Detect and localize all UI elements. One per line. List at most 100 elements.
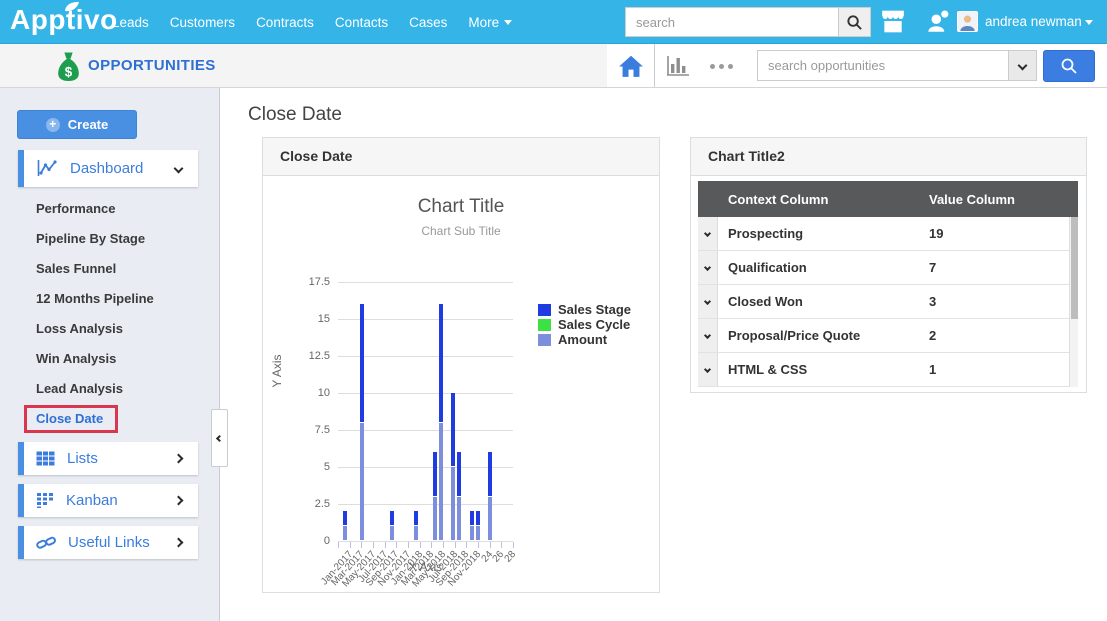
bar-amount-segment[interactable] — [439, 423, 443, 540]
table-icon — [36, 451, 55, 466]
sidebar-item-label: Close Date — [24, 405, 118, 433]
bar-amount-segment[interactable] — [476, 526, 480, 540]
sidebar-item-performance[interactable]: Performance — [0, 194, 220, 224]
scrollbar-thumb[interactable] — [1071, 217, 1078, 319]
x-tick — [385, 542, 386, 548]
link-icon — [36, 535, 56, 551]
nav-item-customers[interactable]: Customers — [170, 15, 235, 30]
row-expander[interactable] — [698, 319, 718, 352]
bar-amount-segment[interactable] — [488, 497, 492, 540]
bar-amount-segment[interactable] — [451, 467, 455, 540]
store-button[interactable] — [880, 9, 906, 39]
bar-sales-stage-segment[interactable] — [414, 511, 418, 525]
nav-item-cases[interactable]: Cases — [409, 15, 447, 30]
y-tick-label: 7.5 — [290, 424, 330, 436]
sidebar-collapse-handle[interactable] — [211, 409, 228, 467]
dashboard-icon — [36, 159, 58, 178]
bar-sales-stage-segment[interactable] — [390, 511, 394, 525]
global-search-input[interactable] — [625, 7, 838, 37]
bar-sales-stage-segment[interactable] — [439, 304, 443, 421]
chevron-down-icon — [1018, 61, 1028, 71]
x-tick — [431, 542, 432, 548]
more-options-button[interactable] — [710, 64, 733, 69]
x-tick — [490, 542, 491, 548]
user-menu-caret-icon[interactable] — [1085, 20, 1093, 25]
gridline — [338, 504, 513, 505]
sidebar-item-dashboard[interactable]: Dashboard — [18, 150, 198, 187]
legend-item: Sales Cycle — [538, 317, 631, 332]
bar-sales-stage-segment[interactable] — [360, 304, 364, 421]
row-expander[interactable] — [698, 353, 718, 386]
bar-sales-stage-segment[interactable] — [433, 452, 437, 495]
sidebar-item-sales-funnel[interactable]: Sales Funnel — [0, 254, 220, 284]
chart-canvas: Chart Title Chart Sub Title Y Axis X Axi… — [263, 176, 659, 593]
bar-sales-stage-segment[interactable] — [457, 452, 461, 495]
row-expander[interactable] — [698, 217, 718, 250]
sidebar-item-label: Win Analysis — [36, 351, 116, 366]
y-tick-label: 15 — [290, 313, 330, 325]
bar-sales-stage-segment[interactable] — [343, 511, 347, 525]
create-button[interactable]: + Create — [17, 110, 137, 139]
chart-panel-header: Close Date — [263, 138, 659, 176]
sidebar-item-pipeline-by-stage[interactable]: Pipeline By Stage — [0, 224, 220, 254]
bar-amount-segment[interactable] — [360, 423, 364, 540]
opportunities-search-input[interactable] — [758, 51, 1008, 80]
referral-button[interactable] — [925, 9, 951, 39]
bar-sales-stage-segment[interactable] — [476, 511, 480, 525]
bar-amount-segment[interactable] — [343, 526, 347, 540]
sidebar-item-win-analysis[interactable]: Win Analysis — [0, 344, 220, 374]
chevron-right-icon — [174, 538, 184, 548]
chart-legend: Sales StageSales CycleAmount — [538, 302, 631, 347]
nav-item-contracts[interactable]: Contracts — [256, 15, 314, 30]
row-context-cell: Closed Won — [718, 294, 926, 309]
bar-sales-stage-segment[interactable] — [488, 452, 492, 495]
chevron-down-icon — [704, 298, 711, 305]
user-name[interactable]: andrea newman — [985, 14, 1082, 29]
sidebar: + Create Dashboard PerformancePipeline B… — [0, 88, 220, 621]
bar-amount-segment[interactable] — [414, 526, 418, 540]
home-button[interactable] — [607, 44, 655, 87]
global-search-button[interactable] — [838, 7, 871, 37]
svg-text:$: $ — [65, 64, 73, 79]
sidebar-item-lists[interactable]: Lists — [18, 442, 198, 475]
table-row: HTML & CSS1 — [698, 353, 1078, 387]
bar-sales-stage-segment[interactable] — [451, 393, 455, 466]
search-options-dropdown[interactable] — [1008, 51, 1036, 80]
sidebar-item-useful-links[interactable]: Useful Links — [18, 526, 198, 559]
legend-swatch — [538, 319, 551, 331]
legend-label: Sales Cycle — [558, 317, 630, 332]
apptivo-logo[interactable]: Apptivo — [10, 4, 118, 36]
bar-amount-segment[interactable] — [470, 526, 474, 540]
sidebar-item-label: Lists — [67, 450, 98, 467]
chevron-left-icon — [216, 434, 223, 441]
y-tick-label: 12.5 — [290, 350, 330, 362]
row-value-cell: 7 — [926, 260, 1078, 275]
sidebar-item-label: Dashboard — [70, 160, 143, 177]
nav-item-label: More — [468, 15, 499, 30]
bar-sales-stage-segment[interactable] — [470, 511, 474, 525]
nav-item-contacts[interactable]: Contacts — [335, 15, 388, 30]
nav-item-more[interactable]: More — [468, 15, 512, 30]
row-expander[interactable] — [698, 285, 718, 318]
chart-view-button[interactable] — [665, 54, 691, 83]
nav-item-leads[interactable]: Leads — [112, 15, 149, 30]
row-expander[interactable] — [698, 251, 718, 284]
sidebar-item-kanban[interactable]: Kanban — [18, 484, 198, 517]
sidebar-item-label: Sales Funnel — [36, 261, 116, 276]
bar-amount-segment[interactable] — [390, 526, 394, 540]
x-tick — [408, 542, 409, 548]
bar-amount-segment[interactable] — [433, 497, 437, 540]
referral-icon — [925, 9, 951, 34]
plus-icon: + — [46, 118, 60, 132]
sidebar-item-12-months-pipeline[interactable]: 12 Months Pipeline — [0, 284, 220, 314]
sidebar-item-close-date[interactable]: Close Date — [0, 404, 220, 434]
user-avatar[interactable] — [957, 11, 978, 32]
table-scrollbar[interactable] — [1069, 217, 1078, 387]
app-root: Apptivo Leads Customers Contracts Contacts C… — [0, 0, 1107, 621]
opportunities-search-button[interactable] — [1043, 50, 1095, 82]
sidebar-item-lead-analysis[interactable]: Lead Analysis — [0, 374, 220, 404]
more-dots-icon — [719, 64, 724, 69]
chart-title: Chart Title — [263, 196, 659, 218]
sidebar-item-loss-analysis[interactable]: Loss Analysis — [0, 314, 220, 344]
bar-amount-segment[interactable] — [457, 497, 461, 540]
